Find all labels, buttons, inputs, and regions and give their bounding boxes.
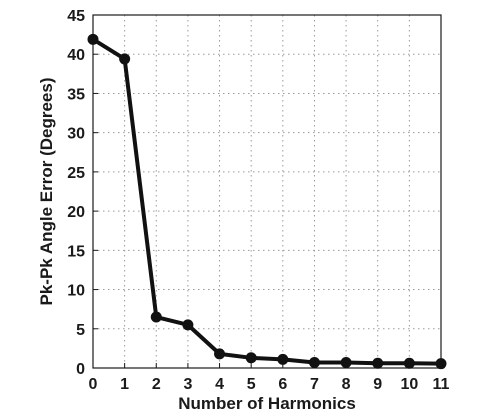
x-tick-label: 7 [310,376,319,393]
data-point [277,353,289,365]
y-tick-label: 20 [67,204,85,221]
x-tick-label: 6 [278,376,287,393]
x-tick-label: 8 [342,376,351,393]
y-tick-label: 45 [67,8,85,25]
data-point [403,357,415,369]
gridlines [93,15,441,368]
y-tick-label: 35 [67,86,85,103]
data-point [87,33,99,45]
data-point [372,357,384,369]
y-tick-label: 25 [67,165,85,182]
y-tick-label: 0 [76,361,85,378]
x-tick-label: 0 [89,376,98,393]
x-tick-label: 1 [120,376,129,393]
y-tick-label: 15 [67,243,85,260]
series-line [91,37,442,366]
x-tick-label: 5 [247,376,256,393]
y-tick-label: 5 [76,322,85,339]
y-tick-label: 40 [67,47,85,64]
x-axis-label: Number of Harmonics [178,394,356,413]
x-tick-label: 4 [215,376,224,393]
data-point [308,357,320,369]
y-axis-ticks: 0 5 10 15 20 25 30 35 40 45 [67,8,98,378]
x-tick-label: 2 [152,376,161,393]
data-point [340,357,352,369]
data-point [435,358,447,370]
data-point [119,53,131,65]
data-point [150,311,162,323]
x-tick-label: 11 [433,376,450,393]
y-axis-label: Pk-Pk Angle Error (Degrees) [37,78,56,306]
y-tick-label: 10 [67,283,85,300]
series-markers [87,33,447,370]
data-point [214,348,226,360]
data-point [245,352,257,364]
data-point [182,319,194,331]
x-tick-label: 9 [373,376,382,393]
x-tick-label: 10 [400,376,418,393]
plot-frame [92,14,442,369]
x-tick-label: 3 [183,376,192,393]
y-tick-label: 30 [67,126,85,143]
